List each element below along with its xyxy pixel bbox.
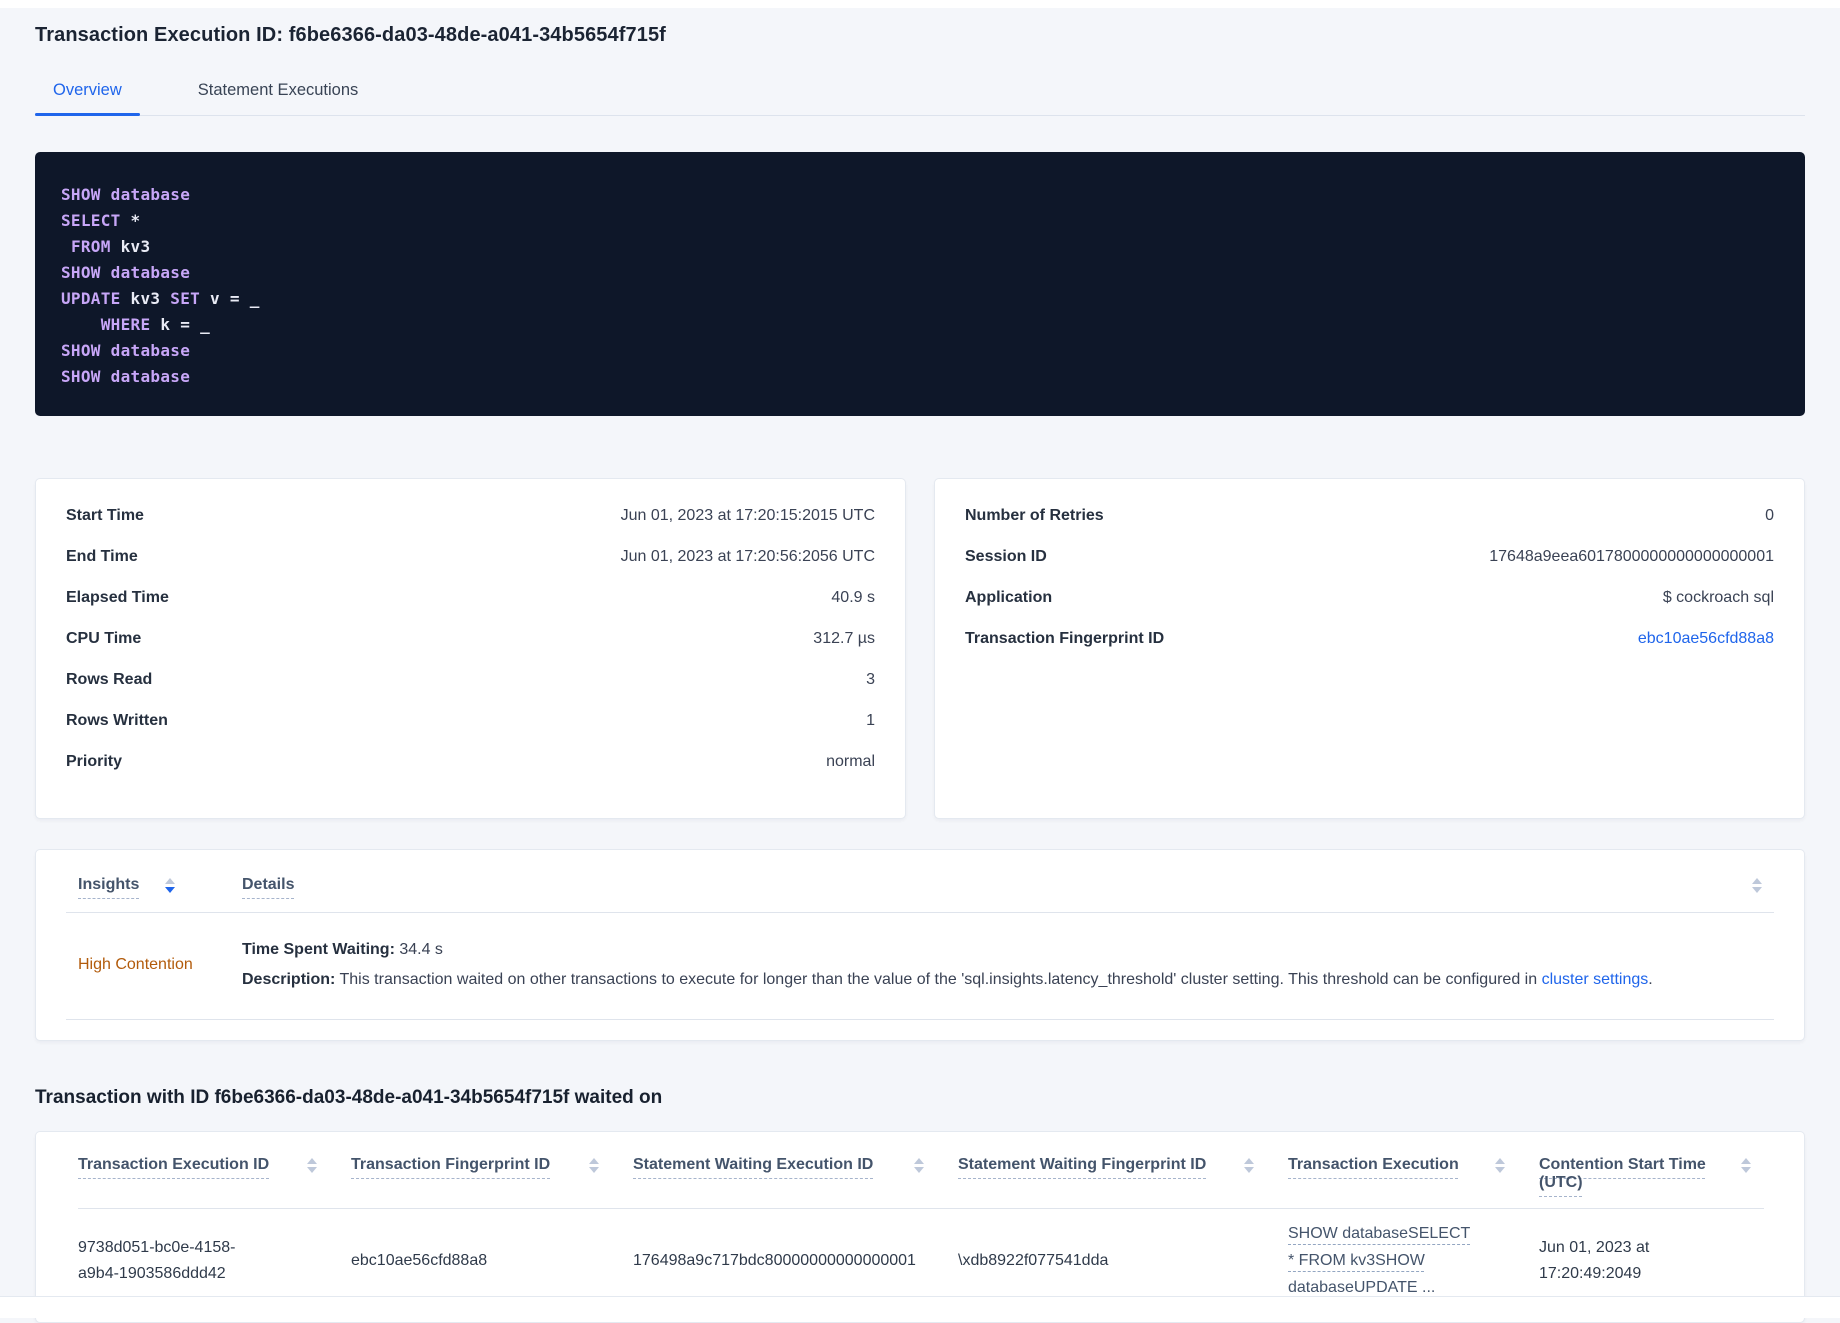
sql-statements-box: SHOW database SELECT * FROM kv3 SHOW dat… — [35, 152, 1805, 416]
insights-header-row: Insights Details — [66, 876, 1774, 913]
cell-transaction-execution: SHOW databaseSELECT * FROM kv3SHOW datab… — [1288, 1220, 1539, 1301]
sql-line: FROM kv3 — [70, 237, 151, 256]
waited-on-table-card: Transaction Execution ID Transaction Fin… — [35, 1131, 1805, 1323]
top-edge — [0, 0, 1840, 8]
sort-icon[interactable] — [1741, 1156, 1751, 1173]
column-statement-waiting-fingerprint-id[interactable]: Statement Waiting Fingerprint ID — [958, 1156, 1288, 1208]
sql-line: WHERE k = _ — [100, 315, 211, 334]
sort-icon[interactable] — [307, 1156, 317, 1173]
summary-row-application: Application $ cockroach sql — [965, 589, 1774, 606]
cell-contention-start-time: Jun 01, 2023 at 17:20:49:2049 — [1539, 1238, 1650, 1282]
insight-details: Time Spent Waiting: 34.4 s Description: … — [242, 935, 1762, 995]
sql-line: SHOW database — [61, 341, 191, 360]
cell-statement-waiting-execution-id: 176498a9c717bdc80000000000000001 — [633, 1251, 916, 1269]
summary-row-retries: Number of Retries 0 — [965, 507, 1774, 524]
sql-line: SELECT * — [61, 211, 141, 230]
column-transaction-execution[interactable]: Transaction Execution — [1288, 1156, 1539, 1208]
sort-icon[interactable] — [1752, 876, 1762, 893]
next-section-edge — [0, 1296, 1840, 1318]
session-summary-card: Number of Retries 0 Session ID 17648a9ee… — [934, 478, 1805, 819]
summary-cards: Start Time Jun 01, 2023 at 17:20:15:2015… — [35, 478, 1805, 819]
cell-transaction-fingerprint-id: ebc10ae56cfd88a8 — [351, 1251, 488, 1269]
waited-on-data-row: 9738d051-bc0e-4158-a9b4-1903586ddd42 ebc… — [78, 1209, 1764, 1313]
insight-row-high-contention: High Contention Time Spent Waiting: 34.4… — [66, 913, 1774, 1020]
column-transaction-execution-id[interactable]: Transaction Execution ID — [78, 1156, 351, 1208]
summary-row-rows-read: Rows Read 3 — [66, 671, 875, 688]
transaction-execution-statement-link[interactable]: SHOW databaseSELECT * FROM kv3SHOW datab… — [1288, 1225, 1471, 1296]
summary-row-cpu-time: CPU Time 312.7 µs — [66, 630, 875, 647]
tab-statement-executions[interactable]: Statement Executions — [197, 81, 359, 99]
summary-row-end-time: End Time Jun 01, 2023 at 17:20:56:2056 U… — [66, 548, 875, 565]
cell-transaction-execution-id: 9738d051-bc0e-4158-a9b4-1903586ddd42 — [78, 1238, 236, 1282]
summary-row-priority: Priority normal — [66, 753, 875, 770]
insight-description: Description: This transaction waited on … — [242, 971, 1653, 988]
cell-statement-waiting-fingerprint-id: \xdb8922f077541dda — [958, 1251, 1109, 1269]
time-spent-waiting: Time Spent Waiting: 34.4 s — [242, 941, 443, 958]
summary-row-session-id: Session ID 17648a9eea6017800000000000000… — [965, 548, 1774, 565]
insights-card: Insights Details High Contention Time Sp… — [35, 849, 1805, 1041]
sql-line: SHOW database — [61, 263, 191, 282]
waited-on-header-row: Transaction Execution ID Transaction Fin… — [78, 1156, 1764, 1209]
transaction-details-page: Transaction Execution ID: f6be6366-da03-… — [0, 24, 1840, 1323]
column-transaction-fingerprint-id[interactable]: Transaction Fingerprint ID — [351, 1156, 633, 1208]
insight-type-label: High Contention — [78, 956, 193, 973]
sort-icon[interactable] — [1495, 1156, 1505, 1173]
insights-column-header[interactable]: Insights — [78, 876, 140, 893]
tab-bar: Overview Statement Executions — [35, 81, 1805, 116]
summary-row-fingerprint-id: Transaction Fingerprint ID ebc10ae56cfd8… — [965, 630, 1774, 647]
details-column-header[interactable]: Details — [242, 876, 295, 893]
cluster-settings-link[interactable]: cluster settings — [1541, 971, 1649, 988]
column-statement-waiting-execution-id[interactable]: Statement Waiting Execution ID — [633, 1156, 958, 1208]
waited-on-heading: Transaction with ID f6be6366-da03-48de-a… — [35, 1087, 663, 1108]
sql-line: SHOW database — [61, 185, 191, 204]
tab-overview[interactable]: Overview — [35, 81, 140, 116]
timing-summary-card: Start Time Jun 01, 2023 at 17:20:15:2015… — [35, 478, 906, 819]
sort-icon[interactable] — [1244, 1156, 1254, 1173]
sort-icon[interactable] — [914, 1156, 924, 1173]
sql-line: SHOW database — [61, 367, 191, 386]
sort-icon[interactable] — [165, 876, 176, 893]
sql-line: UPDATE kv3 SET v = _ — [61, 289, 260, 308]
column-contention-start-time[interactable]: Contention Start Time (UTC) — [1539, 1156, 1785, 1208]
page-title: Transaction Execution ID: f6be6366-da03-… — [35, 24, 666, 46]
sort-icon[interactable] — [589, 1156, 599, 1173]
summary-row-start-time: Start Time Jun 01, 2023 at 17:20:15:2015… — [66, 507, 875, 524]
summary-row-rows-written: Rows Written 1 — [66, 712, 875, 729]
summary-row-elapsed-time: Elapsed Time 40.9 s — [66, 589, 875, 606]
transaction-fingerprint-link[interactable]: ebc10ae56cfd88a8 — [1637, 630, 1774, 647]
